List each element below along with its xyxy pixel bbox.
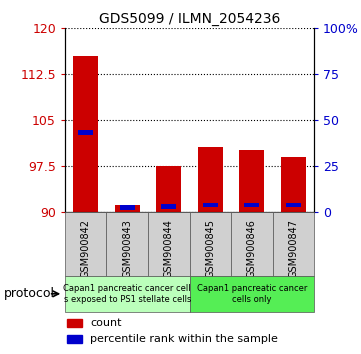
Bar (115, 205, 140, 212)
Text: GSM900846: GSM900846 (247, 219, 257, 278)
Text: protocol: protocol (4, 287, 55, 300)
Bar (161, 204, 176, 209)
FancyBboxPatch shape (65, 212, 106, 276)
Title: GDS5099 / ILMN_2054236: GDS5099 / ILMN_2054236 (99, 12, 280, 26)
FancyBboxPatch shape (231, 212, 273, 276)
Bar (244, 202, 259, 207)
Bar (239, 150, 264, 212)
Text: count: count (90, 318, 121, 328)
FancyBboxPatch shape (65, 276, 190, 312)
Bar (156, 166, 181, 212)
Text: GSM900845: GSM900845 (205, 219, 215, 278)
Bar (68, 319, 82, 327)
Bar (78, 130, 93, 135)
Text: GSM900844: GSM900844 (164, 219, 174, 278)
Text: GSM900843: GSM900843 (122, 219, 132, 278)
Bar (281, 156, 306, 212)
Text: percentile rank within the sample: percentile rank within the sample (90, 334, 278, 344)
FancyBboxPatch shape (106, 212, 148, 276)
Text: Capan1 pancreatic cancer
cells only: Capan1 pancreatic cancer cells only (197, 284, 307, 303)
Bar (73, 56, 98, 212)
FancyBboxPatch shape (190, 276, 314, 312)
Text: Capan1 pancreatic cancer cell
s exposed to PS1 stellate cells: Capan1 pancreatic cancer cell s exposed … (64, 284, 191, 303)
Bar (286, 202, 301, 207)
Text: GSM900847: GSM900847 (288, 219, 298, 278)
Bar (198, 147, 223, 212)
Bar (203, 202, 218, 207)
Text: GSM900842: GSM900842 (81, 219, 91, 278)
Bar (120, 205, 135, 210)
FancyBboxPatch shape (148, 212, 190, 276)
FancyBboxPatch shape (273, 212, 314, 276)
FancyBboxPatch shape (190, 212, 231, 276)
Bar (68, 335, 82, 343)
